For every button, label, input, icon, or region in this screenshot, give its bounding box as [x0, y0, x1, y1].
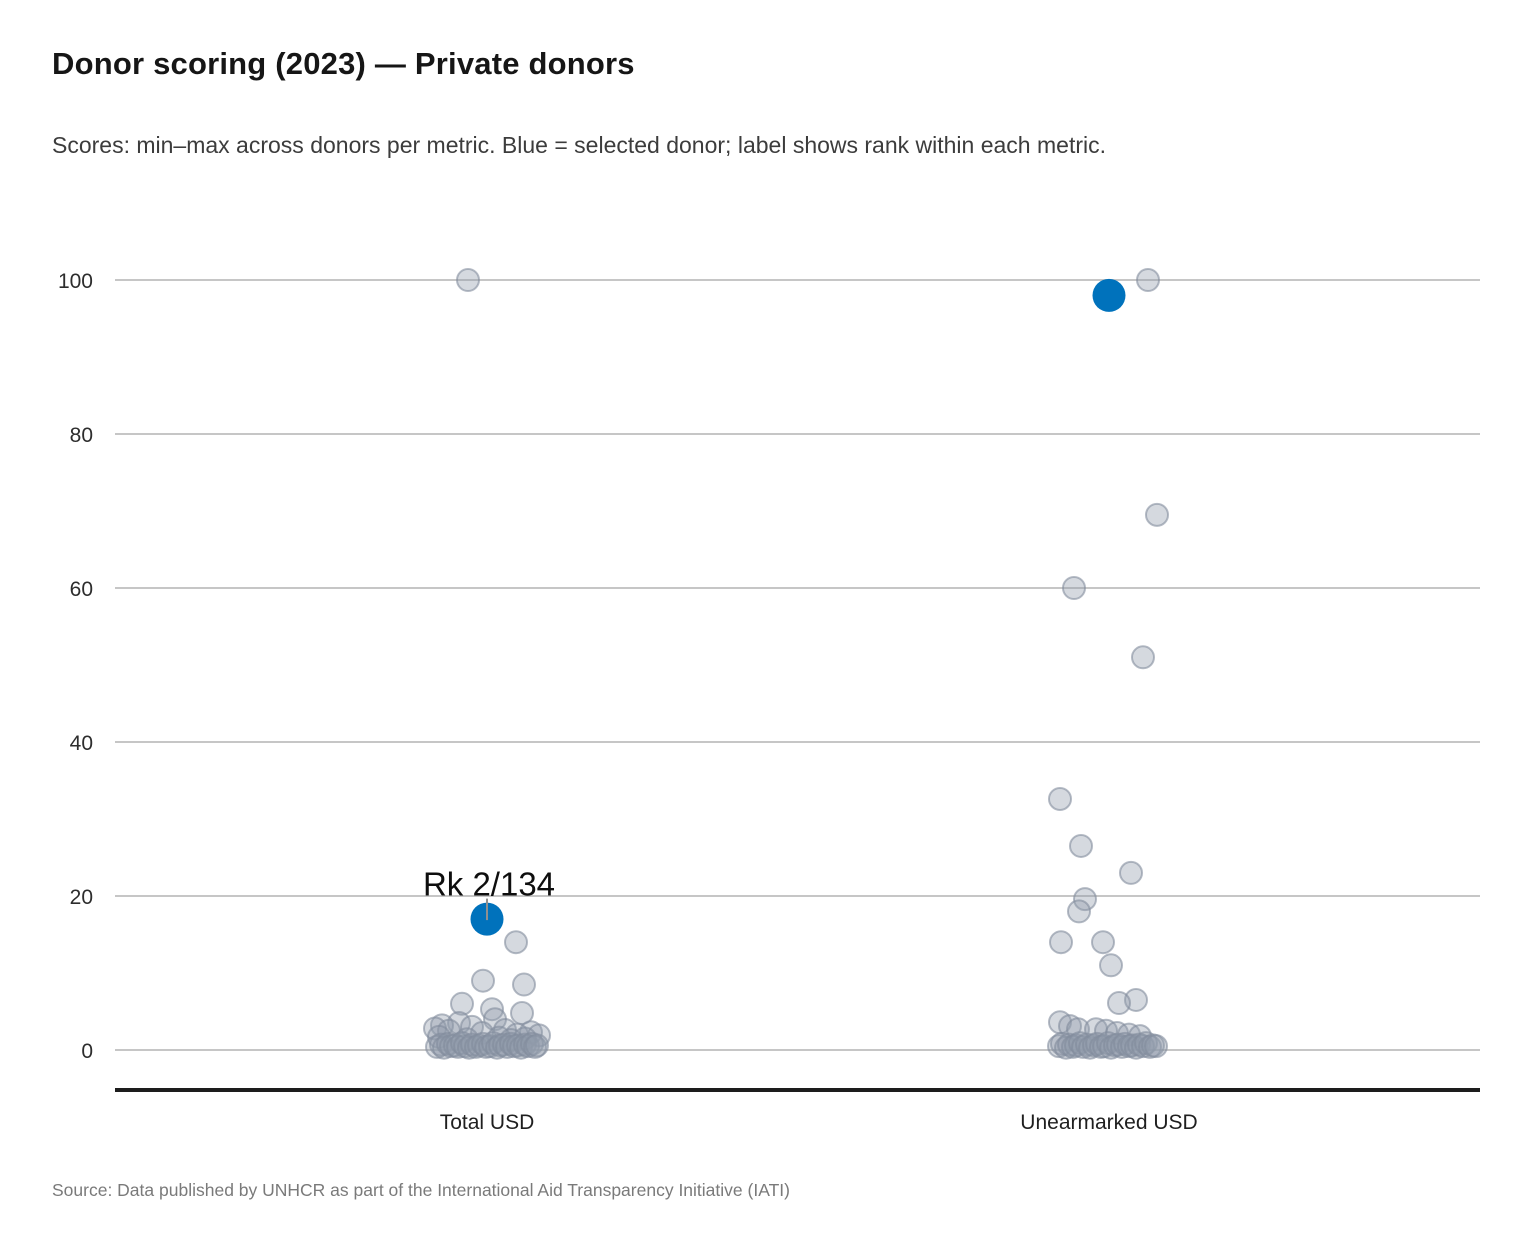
- source-note: Source: Data published by UNHCR as part …: [52, 1180, 790, 1200]
- y-tick-label: 60: [70, 578, 93, 601]
- data-point: [471, 968, 495, 993]
- y-tick-label: 40: [70, 732, 93, 755]
- y-tick-label: 80: [70, 424, 93, 447]
- chart-subtitle: Scores: min–max across donors per metric…: [52, 132, 1106, 158]
- data-point: [1049, 930, 1073, 955]
- x-category-label: Unearmarked USD: [1020, 1111, 1197, 1134]
- data-point: [1062, 576, 1086, 600]
- data-point: [1073, 887, 1097, 912]
- x-category-label: Total USD: [440, 1111, 535, 1134]
- data-point: [1144, 1034, 1168, 1059]
- data-point: [450, 991, 474, 1016]
- data-point: [1048, 786, 1072, 811]
- y-tick-label: 20: [70, 886, 93, 909]
- selected-data-point: [1092, 278, 1126, 312]
- chart-title: Donor scoring (2023) — Private donors: [52, 46, 635, 81]
- data-point: [1145, 502, 1169, 527]
- data-point: [1131, 645, 1155, 670]
- y-tick-label: 0: [81, 1040, 93, 1063]
- data-point: [1069, 833, 1093, 858]
- y-tick-label: 100: [58, 270, 93, 293]
- data-point: [1107, 991, 1131, 1016]
- data-point: [1091, 930, 1115, 955]
- data-point: [525, 1033, 549, 1058]
- data-point: [504, 930, 528, 955]
- data-point: [516, 1034, 540, 1059]
- data-point: [1136, 268, 1160, 292]
- data-point: [1067, 899, 1091, 924]
- rank-label: Rk 2/134: [423, 866, 555, 903]
- data-point: [1099, 953, 1123, 978]
- data-point: [456, 268, 480, 292]
- data-point: [512, 972, 536, 997]
- data-point: [1119, 860, 1143, 885]
